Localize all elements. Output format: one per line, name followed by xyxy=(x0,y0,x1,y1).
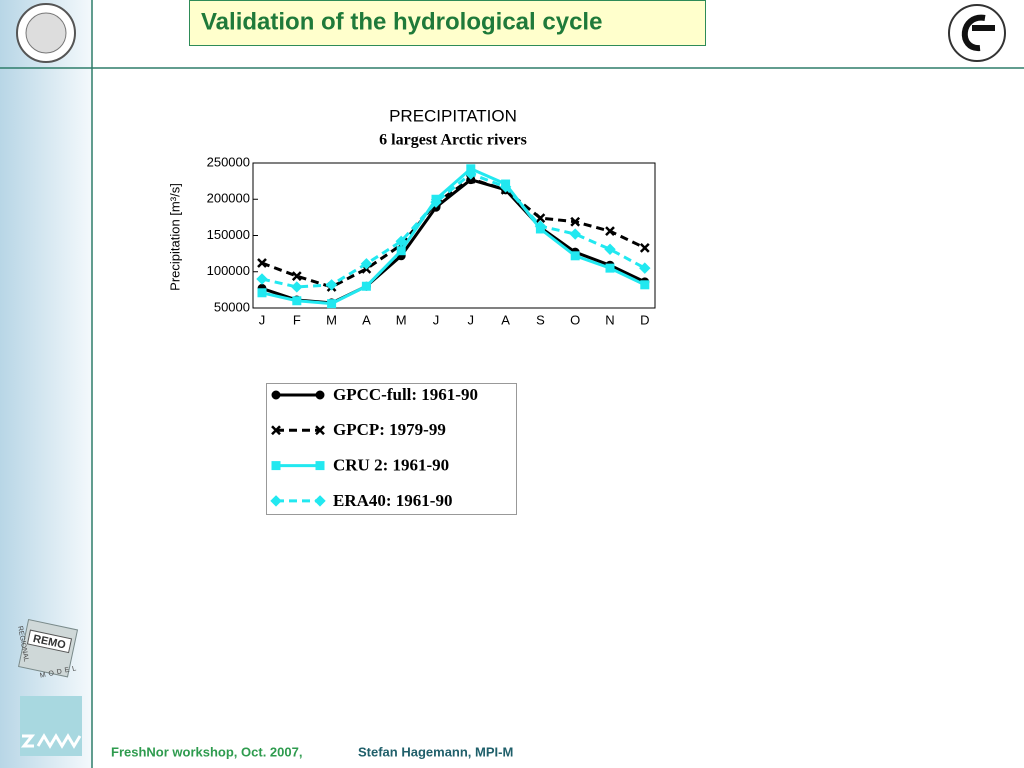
point xyxy=(534,220,547,232)
point xyxy=(605,263,615,273)
point xyxy=(570,251,580,261)
point xyxy=(360,258,373,270)
point xyxy=(292,296,302,306)
x-tick-label: D xyxy=(640,312,649,327)
remo-logo-plate xyxy=(26,629,73,654)
x-tick-label: M xyxy=(326,312,337,327)
point xyxy=(291,281,303,293)
mpi-logo-mark xyxy=(961,14,995,51)
mpi-logo xyxy=(948,4,1006,62)
point xyxy=(395,235,407,248)
point xyxy=(569,228,581,240)
mpg-logo-head xyxy=(25,12,67,54)
x-tick-label: O xyxy=(570,312,580,327)
point xyxy=(327,299,337,309)
x-tick-label: N xyxy=(605,312,614,327)
point xyxy=(315,461,325,471)
point xyxy=(291,271,302,281)
point xyxy=(639,262,651,274)
footer-author: Stefan Hagemann, MPI-M xyxy=(358,744,513,759)
legend-box xyxy=(266,383,517,515)
y-axis-label: Precipitation [m³/s] xyxy=(167,183,182,291)
point xyxy=(465,168,477,180)
point xyxy=(499,181,512,193)
point xyxy=(270,495,282,507)
point xyxy=(570,216,581,227)
x-tick-label: J xyxy=(433,312,440,327)
legend-label: GPCC-full: 1961-90 xyxy=(333,385,478,404)
slide-title: Validation of the hydrological cycle xyxy=(201,8,602,35)
point xyxy=(271,390,281,400)
point xyxy=(271,425,281,436)
chart-subtitle: 6 largest Arctic rivers xyxy=(379,132,527,149)
footer-event: FreshNor workshop, Oct. 2007, xyxy=(111,744,302,759)
legend-label: ERA40: 1961-90 xyxy=(333,491,452,510)
point xyxy=(396,246,406,256)
series-line xyxy=(261,167,646,306)
point xyxy=(604,243,616,255)
remo-logo: REMO xyxy=(18,618,79,678)
point xyxy=(640,280,650,290)
point xyxy=(256,273,268,285)
x-tick-label: J xyxy=(259,312,266,327)
point xyxy=(639,242,650,253)
x-tick-label: A xyxy=(362,312,371,327)
title-box xyxy=(189,0,706,46)
zmaw-logo-mark xyxy=(20,733,82,749)
point xyxy=(315,390,325,400)
point xyxy=(430,196,442,208)
x-tick-label: M xyxy=(396,312,407,327)
point xyxy=(315,425,325,436)
y-tick-label: 50000 xyxy=(214,299,250,314)
y-tick-label: 250000 xyxy=(207,154,250,169)
point xyxy=(605,226,615,237)
x-tick-label: J xyxy=(468,312,475,327)
y-tick-label: 150000 xyxy=(207,227,250,242)
point xyxy=(314,495,326,507)
x-tick-label: A xyxy=(501,312,510,327)
point xyxy=(361,281,371,291)
series-line xyxy=(261,172,646,289)
y-tick-label: 200000 xyxy=(207,191,250,206)
legend-label: GPCP: 1979-99 xyxy=(333,420,446,439)
point xyxy=(257,258,267,268)
point xyxy=(257,288,267,298)
x-tick-label: F xyxy=(293,312,301,327)
point xyxy=(535,213,546,223)
x-tick-label: S xyxy=(536,312,545,327)
chart-title: PRECIPITATION xyxy=(389,106,517,125)
point xyxy=(325,279,338,291)
series-line xyxy=(261,177,646,289)
point xyxy=(271,461,281,471)
legend-label: CRU 2: 1961-90 xyxy=(333,456,449,475)
y-tick-label: 100000 xyxy=(207,263,250,278)
